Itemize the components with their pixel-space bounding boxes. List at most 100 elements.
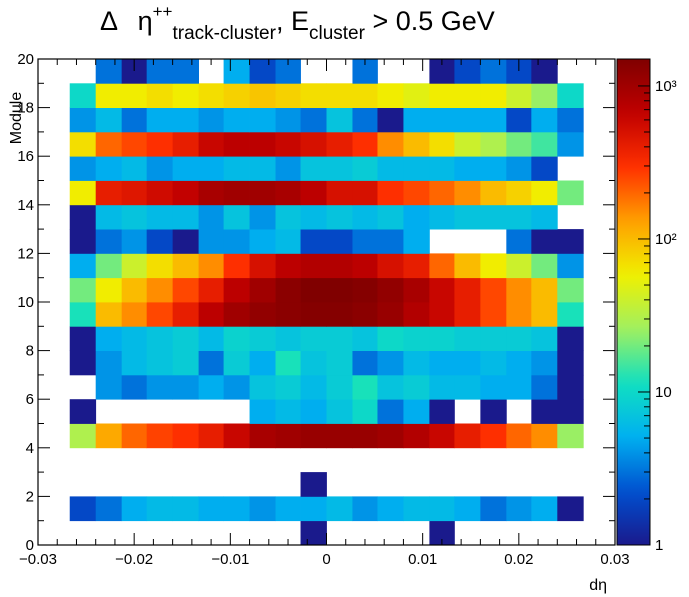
heatmap-cell	[506, 180, 532, 206]
heatmap-cell	[95, 253, 123, 279]
heatmap-cell	[352, 83, 378, 108]
heatmap-cell	[403, 277, 430, 303]
heatmap-cell	[121, 180, 148, 206]
heatmap-cell	[429, 131, 455, 157]
heatmap-cell	[172, 374, 199, 400]
heatmap-cell	[557, 374, 584, 400]
heatmap-cell	[300, 496, 327, 522]
heatmap-cell	[300, 253, 327, 279]
heatmap-cell	[95, 423, 123, 449]
title-e: E	[290, 6, 309, 36]
heatmap-cell	[531, 374, 558, 400]
heatmap-cell	[557, 277, 584, 303]
heatmap-cell	[275, 399, 301, 424]
heatmap-cell	[352, 423, 378, 449]
heatmap-cell	[69, 180, 97, 206]
colorbar-tick-label: 1	[655, 537, 663, 554]
heatmap-cell	[352, 229, 378, 254]
heatmap-cell	[531, 277, 558, 303]
heatmap-cell	[377, 277, 404, 303]
heatmap-cell	[377, 204, 404, 230]
heatmap-cell	[172, 302, 199, 327]
heatmap-cell	[69, 496, 97, 522]
heatmap-cell	[506, 107, 532, 133]
y-tick-label: 12	[17, 245, 34, 262]
heatmap-cell	[352, 399, 378, 424]
heatmap-cell	[557, 423, 584, 449]
heatmap-cell	[146, 496, 174, 522]
heatmap-cell	[275, 277, 301, 303]
heatmap-cell	[326, 302, 353, 327]
heatmap-cell	[223, 204, 250, 230]
heatmap-cell	[531, 131, 558, 157]
heatmap-cell	[146, 131, 174, 157]
heatmap-cell	[454, 59, 481, 84]
heatmap-cell	[95, 229, 123, 254]
heatmap-cell	[377, 131, 404, 157]
heatmap-cell	[146, 229, 174, 254]
heatmap-cell	[300, 350, 327, 376]
heatmap-cell	[275, 156, 301, 181]
heatmap-cell	[95, 131, 123, 157]
heatmap-cell	[146, 326, 174, 351]
heatmap-cell	[454, 302, 481, 327]
x-tick-label: 0.02	[504, 551, 533, 568]
heatmap-cell	[454, 496, 481, 522]
heatmap-cell	[403, 350, 430, 376]
heatmap-cell	[506, 204, 532, 230]
heatmap-cell	[249, 374, 276, 400]
heatmap-cell	[300, 107, 327, 133]
title-comma: ,	[275, 6, 284, 36]
heatmap-cell	[121, 423, 148, 449]
heatmap-cell	[326, 399, 353, 424]
heatmap-cell	[480, 374, 507, 400]
y-tick-label: 20	[17, 51, 34, 68]
heatmap-cell	[198, 374, 225, 400]
heatmap-cell	[531, 399, 558, 424]
title-delta: Δ	[100, 6, 117, 36]
heatmap-cell	[326, 131, 353, 157]
heatmap-cell	[429, 204, 455, 230]
heatmap-cell	[429, 350, 455, 376]
heatmap-cell	[506, 131, 532, 157]
heatmap-cell	[377, 107, 404, 133]
heatmap-cell	[275, 374, 301, 400]
heatmap-cell	[198, 277, 225, 303]
heatmap-cell	[121, 204, 148, 230]
heatmap-cell	[377, 399, 404, 424]
heatmap-cell	[275, 180, 301, 206]
title-eta-sup: ++	[152, 2, 173, 21]
heatmap-cell	[429, 399, 455, 424]
heatmap-cell	[531, 302, 558, 327]
heatmap-cell	[454, 374, 481, 400]
heatmap-cell	[249, 229, 276, 254]
y-tick-label: 4	[26, 440, 34, 457]
heatmap-cell	[223, 423, 250, 449]
heatmap-cell	[95, 59, 123, 84]
colorbar-tick-label: 10³	[655, 78, 677, 95]
heatmap-cell	[223, 496, 250, 522]
heatmap-cell	[377, 302, 404, 327]
heatmap-cell	[557, 253, 584, 279]
heatmap-cell	[223, 107, 250, 133]
y-axis: 0 2 4 6 8 10 12 14 16 18 20	[17, 51, 615, 554]
y-axis-label: Module	[8, 92, 25, 145]
heatmap-cell	[454, 423, 481, 449]
heatmap-cell	[198, 423, 225, 449]
heatmap-cell	[480, 253, 507, 279]
heatmap-cell	[531, 83, 558, 108]
heatmap-cell	[506, 326, 532, 351]
heatmap-cell	[198, 204, 225, 230]
y-tick-label: 0	[26, 537, 34, 554]
color-bar: 1 10 10² 10³	[616, 58, 677, 554]
heatmap-cell	[506, 423, 532, 449]
y-tick-label: 18	[17, 100, 34, 117]
heatmap-cell	[506, 496, 532, 522]
heatmap-cell	[480, 302, 507, 327]
heatmap-cell	[454, 131, 481, 157]
x-tick-label: −0.01	[211, 551, 249, 568]
heatmap-cell	[121, 326, 148, 351]
heatmap-cell	[429, 496, 455, 522]
heatmap-cell	[146, 107, 174, 133]
